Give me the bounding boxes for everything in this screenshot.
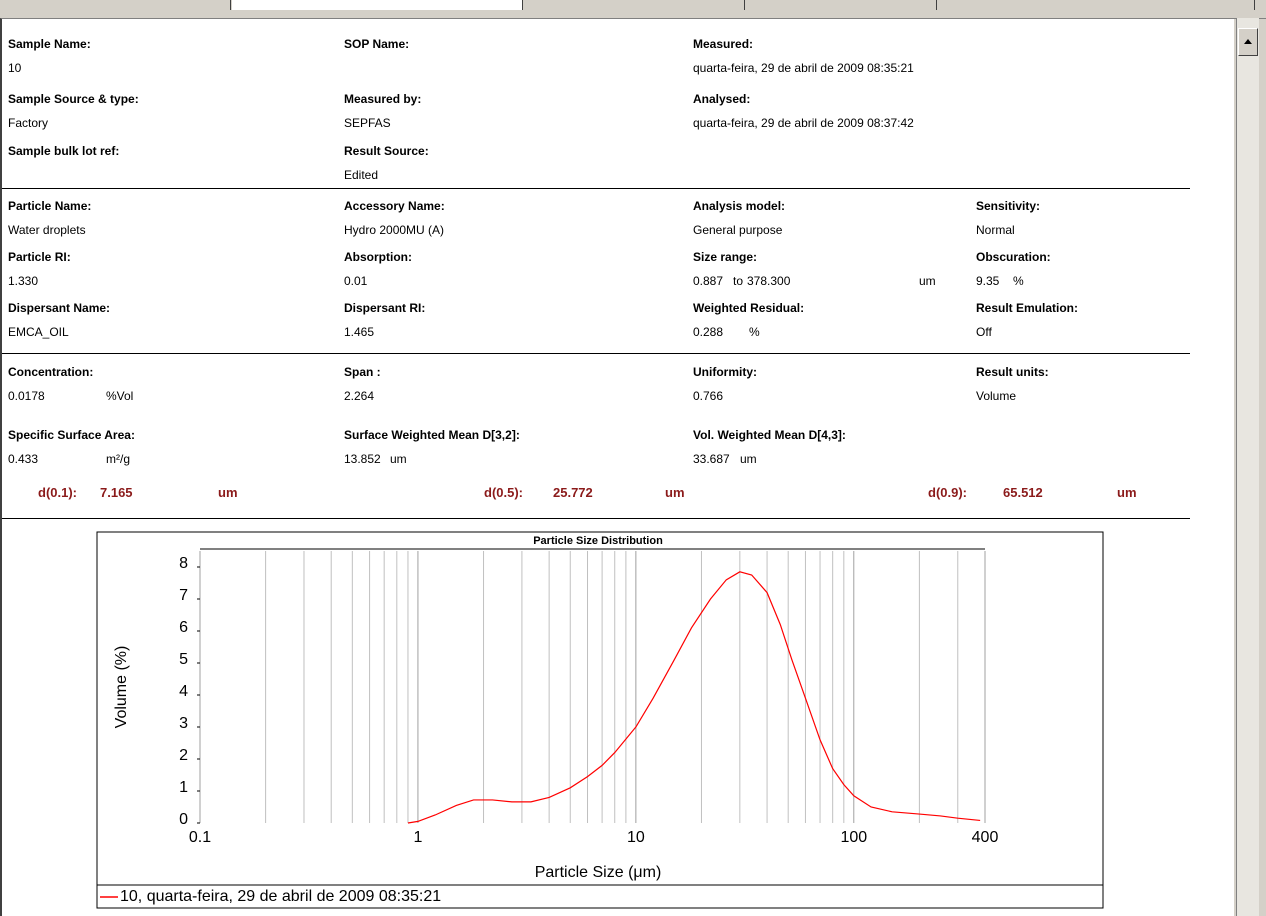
tab[interactable] xyxy=(746,0,937,10)
tab[interactable] xyxy=(232,0,523,10)
separator xyxy=(2,353,1190,354)
field-value2: 378.300 xyxy=(747,274,791,288)
percentile-value: 7.165 xyxy=(100,485,133,500)
percentile-unit: um xyxy=(1117,485,1137,500)
field-label: Result Source: xyxy=(344,144,429,158)
field-label: Sample Name: xyxy=(8,37,91,51)
field-unit: m²/g xyxy=(106,452,130,466)
field-label: Sensitivity: xyxy=(976,199,1041,213)
field-value: 0.01 xyxy=(344,274,368,288)
scrollbar[interactable] xyxy=(1236,18,1259,916)
field-label: Analysed: xyxy=(693,92,751,106)
percentile-unit: um xyxy=(218,485,238,500)
field-value: 1.330 xyxy=(8,274,39,288)
field-value: quarta-feira, 29 de abril de 2009 08:37:… xyxy=(693,116,914,130)
field-value: 9.35 xyxy=(976,274,1000,288)
tab[interactable] xyxy=(938,0,1255,10)
field-value: 0.433 xyxy=(8,452,39,466)
field-to: to xyxy=(733,274,744,288)
field-value: quarta-feira, 29 de abril de 2009 08:35:… xyxy=(693,61,914,75)
field-label: Concentration: xyxy=(8,365,94,379)
field-label: Absorption: xyxy=(344,250,412,264)
field-label: Measured: xyxy=(693,37,754,51)
field-value: Hydro 2000MU (A) xyxy=(344,223,445,237)
field-value: Factory xyxy=(8,116,49,130)
field-unit: % xyxy=(1013,274,1024,288)
field-label: Obscuration: xyxy=(976,250,1051,264)
percentile-value: 65.512 xyxy=(1003,485,1043,500)
field-label: Weighted Residual: xyxy=(693,301,805,315)
field-label: Surface Weighted Mean D[3,2]: xyxy=(344,428,520,442)
field-label: Particle Name: xyxy=(8,199,92,213)
field-unit: %Vol xyxy=(106,389,134,403)
field-value: Water droplets xyxy=(8,223,86,237)
field-label: Result Emulation: xyxy=(976,301,1079,315)
arrow-icon xyxy=(1244,39,1252,44)
percentile-label: d(0.5): xyxy=(484,485,523,500)
tab-bar xyxy=(0,0,1266,19)
field-value: 0.887 xyxy=(693,274,724,288)
field-value: 13.852 xyxy=(344,452,381,466)
field-value: 0.288 xyxy=(693,325,724,339)
tab[interactable] xyxy=(524,0,745,10)
field-value: SEPFAS xyxy=(344,116,391,130)
report-panel: Sample Name: 10 SOP Name: Measured: quarta-f… xyxy=(0,18,1234,916)
field-value: 2.264 xyxy=(344,389,375,403)
field-value: EMCA_OIL xyxy=(8,325,69,339)
field-label: Size range: xyxy=(693,250,758,264)
field-value: 1.465 xyxy=(344,325,375,339)
field-value: 33.687 xyxy=(693,452,730,466)
field-unit: um xyxy=(740,452,757,466)
field-label: Vol. Weighted Mean D[4,3]: xyxy=(693,428,846,442)
separator xyxy=(2,518,1190,519)
field-value: 0.0178 xyxy=(8,389,45,403)
field-value: 0.766 xyxy=(693,389,724,403)
field-label: Accessory Name: xyxy=(344,199,445,213)
field-label: Span : xyxy=(344,365,381,379)
field-value: 10 xyxy=(8,61,22,75)
field-label: SOP Name: xyxy=(344,37,410,51)
separator xyxy=(2,188,1190,189)
field-label: Result units: xyxy=(976,365,1049,379)
field-value: Normal xyxy=(976,223,1015,237)
field-value: General purpose xyxy=(693,223,783,237)
field-unit: um xyxy=(390,452,407,466)
field-label: Specific Surface Area: xyxy=(8,428,135,442)
field-value: Off xyxy=(976,325,992,339)
field-label: Sample Source & type: xyxy=(8,92,139,106)
percentile-label: d(0.1): xyxy=(38,485,77,500)
field-label: Dispersant Name: xyxy=(8,301,111,315)
percentile-label: d(0.9): xyxy=(928,485,967,500)
field-label: Uniformity: xyxy=(693,365,757,379)
tab[interactable] xyxy=(10,0,231,10)
field-label: Dispersant RI: xyxy=(344,301,426,315)
field-label: Sample bulk lot ref: xyxy=(8,144,120,158)
percentile-unit: um xyxy=(665,485,685,500)
field-value: Edited xyxy=(344,168,379,182)
field-label: Measured by: xyxy=(344,92,422,106)
field-label: Particle RI: xyxy=(8,250,71,264)
field-label: Analysis model: xyxy=(693,199,786,213)
scroll-up-button[interactable] xyxy=(1238,28,1258,56)
field-unit: % xyxy=(749,325,760,339)
percentile-value: 25.772 xyxy=(553,485,593,500)
field-unit: um xyxy=(919,274,936,288)
field-value: Volume xyxy=(976,389,1017,403)
